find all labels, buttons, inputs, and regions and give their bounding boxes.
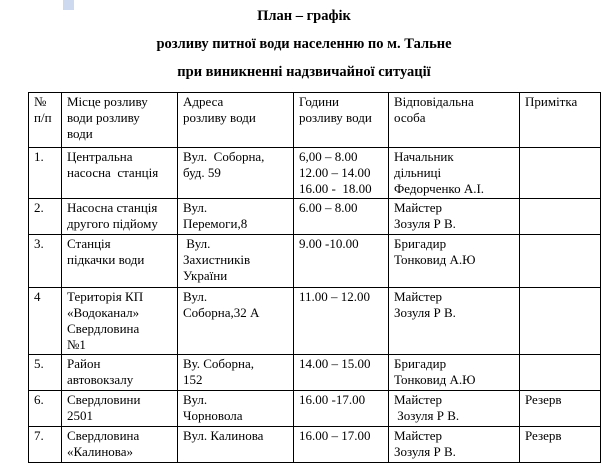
cell-note — [519, 354, 601, 391]
cell-address: Вул. Чорновола — [177, 390, 294, 427]
cell-note — [519, 234, 601, 288]
cell-person: Майстер Зозуля Р В. — [388, 390, 520, 427]
cell-address: Вул. Соборна,32 А — [177, 287, 294, 355]
header-cell-address: Адреса розливу води — [177, 92, 294, 148]
cell-person: Майстер Зозуля Р В. — [388, 287, 520, 355]
cell-note: Резерв — [519, 390, 601, 427]
table-row: 4 Територія КП «Водоканал» Свердловина №… — [28, 287, 601, 355]
cell-hours: 6.00 – 8.00 — [293, 198, 389, 235]
cell-place: Станція підкачки води — [61, 234, 178, 288]
cell-hours: 16.00 -17.00 — [293, 390, 389, 427]
header-cell-note: Примітка — [519, 92, 601, 148]
cell-note — [519, 287, 601, 355]
cell-num: 2. — [28, 198, 62, 235]
cell-place: Центральна насосна станція — [61, 147, 178, 199]
title-line-3: при виникненні надзвичайної ситуації — [177, 64, 431, 80]
document-title: План – графік розливу питної води населе… — [0, 0, 608, 80]
cell-place: Свердловини 2501 — [61, 390, 178, 427]
cell-place: Свердловина «Калинова» — [61, 426, 178, 463]
cell-person: Начальник дільниці Федорченко А.І. — [388, 147, 520, 199]
title-line-1: План – графік — [257, 8, 351, 24]
cell-num: 3. — [28, 234, 62, 288]
cell-hours: 6,00 – 8.00 12.00 – 14.00 16.00 - 18.00 — [293, 147, 389, 199]
table-row: 6. Свердловини 2501 Вул. Чорновола 16.00… — [28, 390, 601, 427]
table-row: 7. Свердловина «Калинова» Вул. Калинова … — [28, 426, 601, 463]
cell-person: Бригадир Тонковид А.Ю — [388, 234, 520, 288]
header-cell-place: Місце розливу води розливу води — [61, 92, 178, 148]
schedule-table: № п/п Місце розливу води розливу води Ад… — [28, 92, 601, 463]
cell-address: Вул. Перемоги,8 — [177, 198, 294, 235]
cell-person: Бригадир Тонковид А.Ю — [388, 354, 520, 391]
cell-address: Вул. Соборна, буд. 59 — [177, 147, 294, 199]
cell-person: Майстер Зозуля Р В. — [388, 198, 520, 235]
cell-note — [519, 147, 601, 199]
cell-place: Територія КП «Водоканал» Свердловина №1 — [61, 287, 178, 355]
table-row: 2. Насосна станція другого підйому Вул. … — [28, 198, 601, 235]
cell-note: Резерв — [519, 426, 601, 463]
table-row: 3. Станція підкачки води Вул. Захистникі… — [28, 234, 601, 288]
cell-hours: 11.00 – 12.00 — [293, 287, 389, 355]
cell-place: Насосна станція другого підйому — [61, 198, 178, 235]
cell-hours: 14.00 – 15.00 — [293, 354, 389, 391]
cell-address: Вул. Захистників України — [177, 234, 294, 288]
cell-address: Ву. Соборна, 152 — [177, 354, 294, 391]
cell-num: 5. — [28, 354, 62, 391]
cell-address: Вул. Калинова — [177, 426, 294, 463]
header-cell-person: Відповідальна особа — [388, 92, 520, 148]
header-cell-hours: Години розливу води — [293, 92, 389, 148]
cell-person: Майстер Зозуля Р В. — [388, 426, 520, 463]
header-cell-num: № п/п — [28, 92, 62, 148]
cell-num: 6. — [28, 390, 62, 427]
cell-place: Район автовокзалу — [61, 354, 178, 391]
cell-note — [519, 198, 601, 235]
table-row: 1. Центральна насосна станція Вул. Собор… — [28, 147, 601, 199]
table-header-row: № п/п Місце розливу води розливу води Ад… — [28, 92, 601, 148]
cell-num: 1. — [28, 147, 62, 199]
title-line-2: розливу питної води населенню по м. Таль… — [156, 36, 452, 52]
table-row: 5. Район автовокзалу Ву. Соборна, 152 14… — [28, 354, 601, 391]
selection-artifact — [63, 0, 74, 10]
cell-hours: 16.00 – 17.00 — [293, 426, 389, 463]
cell-hours: 9.00 -10.00 — [293, 234, 389, 288]
cell-num: 7. — [28, 426, 62, 463]
cell-num: 4 — [28, 287, 62, 355]
